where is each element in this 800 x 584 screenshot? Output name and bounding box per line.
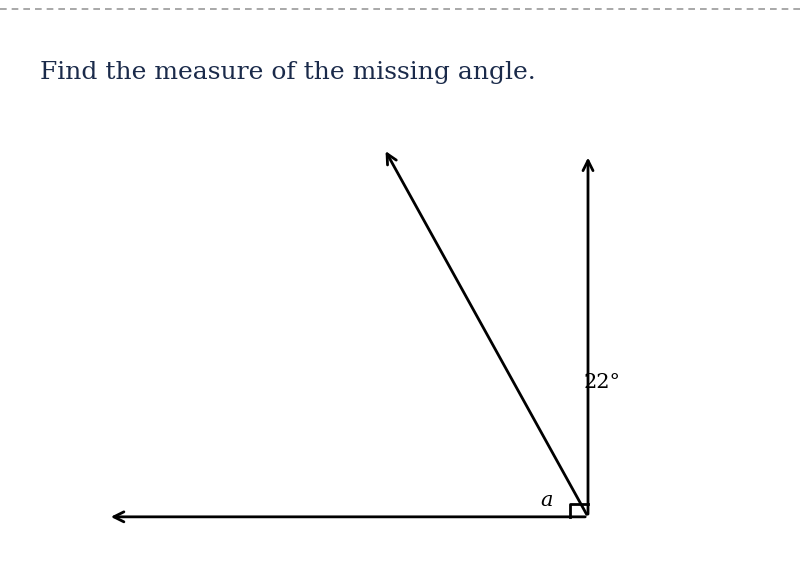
Text: Find the measure of the missing angle.: Find the measure of the missing angle. bbox=[40, 61, 536, 84]
Text: a: a bbox=[540, 491, 553, 510]
Text: 22°: 22° bbox=[584, 373, 621, 392]
